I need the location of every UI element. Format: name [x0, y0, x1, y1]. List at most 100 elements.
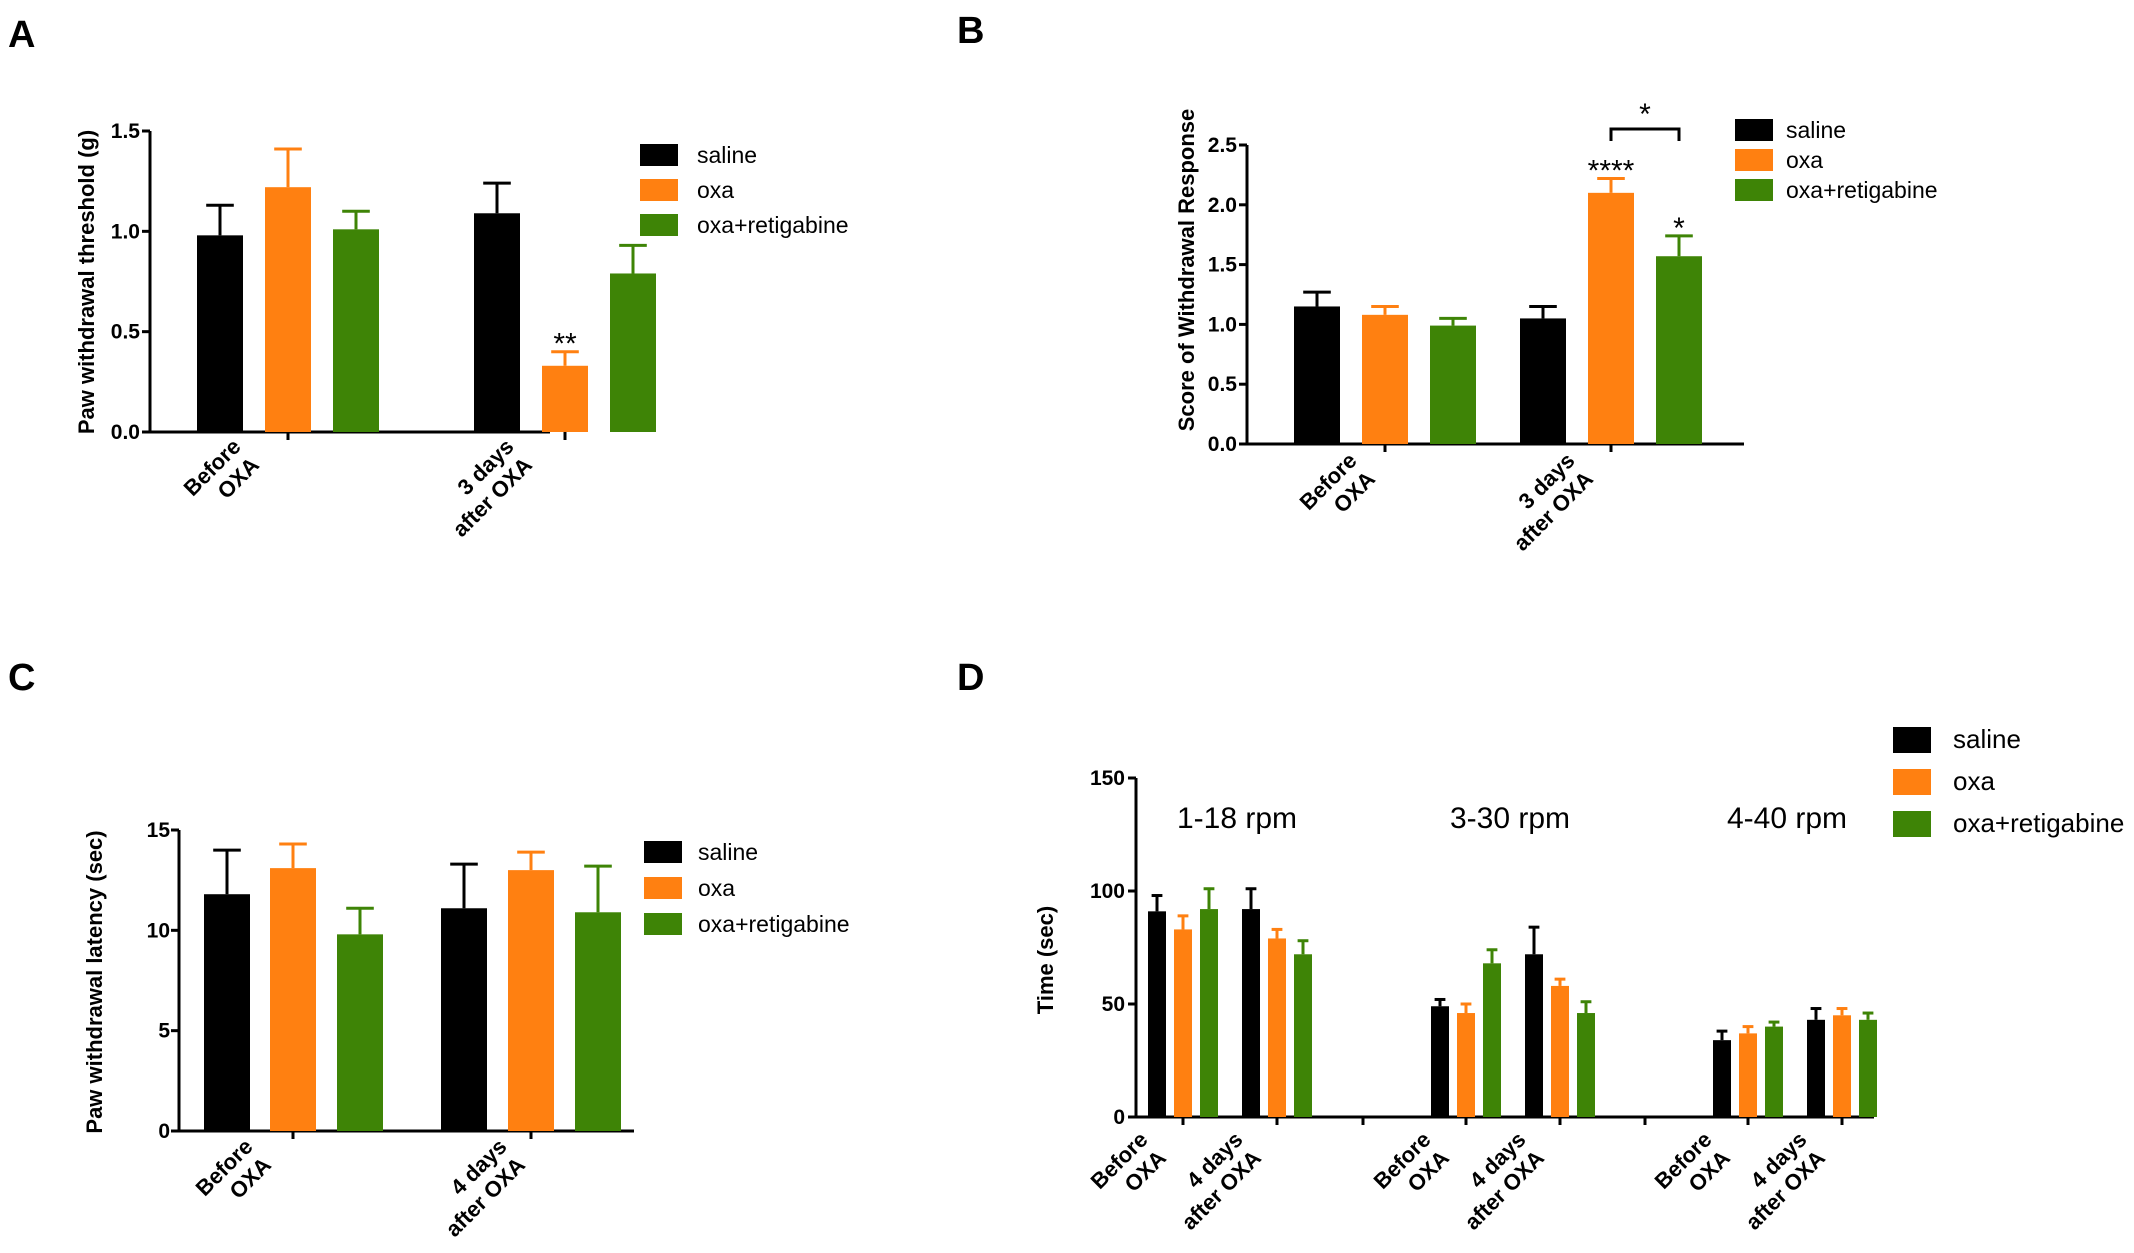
y-tick-label: 0.5 [1208, 373, 1238, 396]
bar-oxa [270, 868, 316, 1131]
y-axis-title: Time (sec) [1033, 906, 1058, 1014]
x-category-label: BeforeOXA [1086, 1127, 1171, 1212]
panel-label: C [8, 657, 35, 699]
bar-oxa-retigabine [1656, 256, 1702, 444]
bar-saline [441, 908, 487, 1131]
bar-saline [1431, 1006, 1449, 1117]
y-tick-label: 0.0 [111, 421, 140, 444]
y-axis-title: Score of Withdrawal Response [1174, 109, 1199, 432]
bar-saline [1148, 911, 1166, 1117]
y-tick-label: 0.0 [1208, 433, 1237, 456]
bar-oxa [1174, 929, 1192, 1117]
y-tick-label: 0.5 [111, 321, 141, 344]
legend-swatch-oxa-retigabine [1735, 179, 1773, 201]
bar-oxa [508, 870, 554, 1131]
bar-oxa [542, 365, 588, 432]
bar-oxa-retigabine [575, 912, 621, 1131]
bar-oxa-retigabine [1577, 1013, 1595, 1117]
bar-oxa [1551, 985, 1569, 1117]
x-category-label: BeforeOXA [191, 1134, 276, 1219]
x-category-label: BeforeOXA [1295, 448, 1380, 533]
legend-swatch-oxa [640, 179, 678, 201]
rpm-group-label: 3-30 rpm [1450, 802, 1570, 835]
bar-saline [1294, 306, 1340, 444]
legend-swatch-saline [1893, 727, 1931, 753]
bar-oxa [1739, 1033, 1757, 1117]
bar-oxa [1457, 1013, 1475, 1117]
y-axis-title: Paw withdrawal latency (sec) [82, 830, 107, 1133]
legend-swatch-saline [1735, 119, 1773, 141]
legend-label: saline [1786, 117, 1846, 143]
y-axis-title: Paw withdrawal threshold (g) [74, 130, 99, 434]
x-category-label: 4 daysafter OXA [422, 1134, 530, 1242]
legend-label: saline [698, 839, 758, 865]
legend-swatch-oxa-retigabine [644, 913, 682, 935]
y-tick-label: 100 [1090, 880, 1125, 903]
bar-saline [474, 213, 520, 432]
legend-swatch-oxa-retigabine [640, 214, 678, 236]
legend-label: saline [697, 142, 757, 168]
y-tick-label: 1.0 [1208, 313, 1237, 336]
bar-saline [1520, 318, 1566, 444]
bar-oxa [1362, 314, 1408, 444]
significance-marker: * [1673, 212, 1685, 245]
y-tick-label: 15 [147, 819, 171, 842]
legend-label: oxa+retigabine [698, 911, 850, 937]
bar-oxa [1833, 1015, 1851, 1117]
y-tick-label: 1.0 [111, 220, 140, 243]
bar-oxa-retigabine [1430, 325, 1476, 444]
y-tick-label: 2.0 [1208, 194, 1237, 217]
legend-label: oxa+retigabine [697, 212, 849, 238]
bar-oxa [1268, 938, 1286, 1117]
bar-saline [1807, 1019, 1825, 1117]
legend-label: saline [1953, 724, 2021, 754]
legend-label: oxa+retigabine [1786, 177, 1938, 203]
bar-oxa-retigabine [1200, 909, 1218, 1117]
y-tick-label: 2.5 [1208, 134, 1238, 157]
bar-oxa-retigabine [337, 934, 383, 1131]
significance-marker: **** [1588, 154, 1635, 187]
legend-swatch-oxa [1735, 149, 1773, 171]
y-tick-label: 1.5 [111, 120, 141, 143]
legend-swatch-oxa-retigabine [1893, 811, 1931, 837]
y-tick-label: 150 [1090, 767, 1125, 790]
bar-saline [1525, 954, 1543, 1117]
bar-saline [204, 894, 250, 1131]
comparison-bracket [1609, 127, 1681, 141]
y-tick-label: 0 [158, 1120, 170, 1143]
legend-label: oxa [698, 875, 735, 901]
x-category-label: 3 daysafter OXA [429, 434, 537, 542]
panel-label: B [957, 10, 984, 52]
y-tick-label: 1.5 [1208, 254, 1238, 277]
legend-label: oxa [1786, 147, 1823, 173]
bar-oxa-retigabine [333, 229, 379, 432]
legend-label: oxa+retigabine [1953, 808, 2124, 838]
x-category-label: BeforeOXA [179, 434, 264, 519]
bar-oxa [265, 187, 311, 432]
x-category-label: 4 daysafter OXA [1441, 1127, 1549, 1235]
rpm-group-label: 4-40 rpm [1727, 802, 1847, 835]
bar-oxa-retigabine [1765, 1026, 1783, 1117]
legend-swatch-saline [640, 144, 678, 166]
bar-oxa-retigabine [1859, 1019, 1877, 1117]
bar-saline [1242, 909, 1260, 1117]
significance-marker: ** [553, 328, 577, 361]
panel-c: C 0 5 10 15 Paw withdrawal latency (sec) Befor… [8, 657, 850, 1242]
bar-saline [197, 235, 243, 432]
x-category-label: BeforeOXA [1369, 1127, 1454, 1212]
bar-saline [1713, 1040, 1731, 1117]
bar-oxa-retigabine [1483, 963, 1501, 1117]
y-tick-label: 50 [1102, 993, 1125, 1016]
y-tick-label: 10 [147, 919, 170, 942]
y-tick-label: 5 [158, 1020, 170, 1043]
bracket-significance: * [1639, 98, 1651, 131]
legend-swatch-oxa [1893, 769, 1931, 795]
x-category-label: BeforeOXA [1650, 1127, 1735, 1212]
legend-label: oxa [1953, 766, 1995, 796]
x-category-label: 3 daysafter OXA [1490, 448, 1598, 556]
bar-oxa [1588, 192, 1634, 444]
x-category-label: 4 daysafter OXA [1158, 1127, 1266, 1235]
bar-oxa-retigabine [610, 273, 656, 432]
